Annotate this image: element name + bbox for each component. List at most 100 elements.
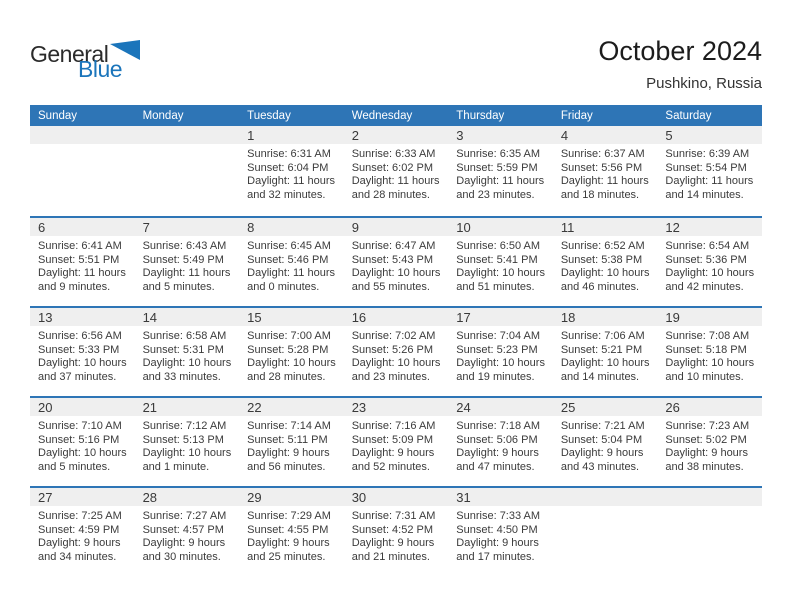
- day-daylight-line2: and 33 minutes.: [142, 370, 221, 383]
- day-cell: Sunrise: 6:31 AM Sunset: 6:04 PM Daylight:…: [239, 144, 344, 202]
- day-cell: Sunrise: 6:56 AM Sunset: 5:33 PM Daylight:…: [30, 326, 135, 384]
- day-cell: Sunrise: 7:08 AM Sunset: 5:18 PM Daylight:…: [657, 326, 762, 384]
- day-number-band: 1 2 3 4 5: [30, 126, 762, 144]
- day-daylight-line2: and 38 minutes.: [665, 460, 744, 473]
- day-cell: Sunrise: 6:41 AM Sunset: 5:51 PM Daylight:…: [30, 236, 135, 294]
- weekday-label: Sunday: [38, 109, 78, 122]
- day-cell: Sunrise: 6:33 AM Sunset: 6:02 PM Daylight:…: [344, 144, 449, 202]
- day-number-band: 6 7 8 9 10 11 12: [30, 218, 762, 236]
- day-daylight-line2: and 14 minutes.: [560, 370, 640, 383]
- day-sunset: Sunset: 5:16 PM: [38, 433, 120, 446]
- day-sunset: Sunset: 5:06 PM: [456, 433, 538, 446]
- day-number: 26: [665, 399, 680, 415]
- day-daylight-line1: Daylight: 9 hours: [351, 537, 435, 549]
- day-daylight-line2: and 30 minutes.: [142, 550, 221, 563]
- week-content: Sunrise: 7:10 AM Sunset: 5:16 PM Daylight:…: [30, 416, 762, 474]
- day-number: 3: [456, 127, 464, 143]
- general-blue-logo: General Blue: [30, 36, 141, 82]
- day-daylight-line1: Daylight: 9 hours: [456, 537, 539, 549]
- day-daylight-line1: Daylight: 11 hours: [351, 175, 440, 187]
- day-sunrise: Sunrise: 6:58 AM: [142, 330, 227, 342]
- day-number-band: 13 14 15 16 17 18 19: [30, 308, 762, 326]
- day-daylight-line2: and 17 minutes.: [456, 550, 535, 563]
- day-sunrise: Sunrise: 6:39 AM: [665, 148, 750, 160]
- day-cell: Sunrise: 7:33 AM Sunset: 4:50 PM Daylight:…: [448, 506, 553, 564]
- day-sunrise: Sunrise: 7:00 AM: [247, 330, 331, 342]
- day-daylight-line1: Daylight: 9 hours: [456, 447, 539, 459]
- day-daylight-line2: and 55 minutes.: [351, 280, 430, 293]
- day-number: 20: [38, 399, 53, 415]
- week-row: 20 21 22 23 24 25 26 Sunrise: 7:10 AM Sunset: 5:…: [30, 396, 762, 486]
- day-daylight-line1: Daylight: 9 hours: [351, 447, 435, 459]
- empty-day-cell: [135, 144, 240, 202]
- day-daylight-line2: and 14 minutes.: [665, 188, 744, 201]
- day-number: 8: [247, 219, 255, 235]
- day-cell: Sunrise: 7:04 AM Sunset: 5:23 PM Daylight:…: [448, 326, 553, 384]
- day-sunrise: Sunrise: 6:31 AM: [247, 148, 331, 160]
- day-daylight-line1: Daylight: 10 hours: [38, 357, 127, 369]
- page-subtitle: Pushkino, Russia: [646, 75, 762, 93]
- weekday-label: Thursday: [456, 109, 505, 122]
- day-sunrise: Sunrise: 6:50 AM: [456, 240, 541, 252]
- day-number: 31: [456, 489, 471, 505]
- day-cell: Sunrise: 6:43 AM Sunset: 5:49 PM Daylight:…: [135, 236, 240, 294]
- day-sunrise: Sunrise: 7:18 AM: [456, 420, 541, 432]
- weekday-label: Monday: [142, 109, 184, 122]
- week-content: Sunrise: 6:56 AM Sunset: 5:33 PM Daylight:…: [30, 326, 762, 384]
- logo-text-blue: Blue: [78, 56, 123, 82]
- day-cell: Sunrise: 6:50 AM Sunset: 5:41 PM Daylight:…: [448, 236, 553, 294]
- day-cell: Sunrise: 6:47 AM Sunset: 5:43 PM Daylight:…: [344, 236, 449, 294]
- day-number: 14: [142, 309, 158, 325]
- day-sunset: Sunset: 6:04 PM: [247, 161, 329, 174]
- week-row: 6 7 8 9 10 11 12 Sunrise: 6:41 AM Sunset: 5:51 P…: [30, 216, 762, 306]
- week-content: Sunrise: 6:31 AM Sunset: 6:04 PM Daylight:…: [30, 144, 762, 202]
- weekday-header: Sunday Monday Tuesday Wednesday Thursday Frid…: [30, 105, 762, 126]
- day-sunset: Sunset: 4:50 PM: [456, 523, 538, 536]
- day-cell: Sunrise: 7:16 AM Sunset: 5:09 PM Daylight:…: [344, 416, 449, 474]
- day-number: 10: [456, 219, 471, 235]
- day-sunrise: Sunrise: 6:54 AM: [665, 240, 750, 252]
- day-daylight-line2: and 23 minutes.: [351, 370, 430, 383]
- day-daylight-line1: Daylight: 9 hours: [247, 537, 330, 549]
- day-sunrise: Sunrise: 7:25 AM: [38, 510, 122, 522]
- day-cell: Sunrise: 7:23 AM Sunset: 5:02 PM Daylight:…: [657, 416, 762, 474]
- calendar-table: Sunday Monday Tuesday Wednesday Thursday Frid…: [30, 105, 762, 576]
- logo-top-line: General: [30, 40, 141, 66]
- week-content: Sunrise: 7:25 AM Sunset: 4:59 PM Daylight:…: [30, 506, 762, 564]
- day-sunrise: Sunrise: 6:33 AM: [351, 148, 436, 160]
- day-sunset: Sunset: 5:33 PM: [38, 343, 120, 356]
- day-sunrise: Sunrise: 6:41 AM: [38, 240, 122, 252]
- titles: October 2024 Pushkino, Russia: [598, 36, 762, 92]
- day-sunset: Sunset: 5:31 PM: [142, 343, 224, 356]
- day-cell: Sunrise: 6:52 AM Sunset: 5:38 PM Daylight:…: [553, 236, 658, 294]
- weekday-label: Tuesday: [247, 109, 291, 122]
- day-sunset: Sunset: 5:36 PM: [665, 253, 747, 266]
- day-sunset: Sunset: 5:49 PM: [142, 253, 224, 266]
- day-sunset: Sunset: 5:09 PM: [351, 433, 434, 446]
- day-daylight-line2: and 47 minutes.: [456, 460, 535, 473]
- day-number: 12: [665, 219, 680, 235]
- week-content: Sunrise: 6:41 AM Sunset: 5:51 PM Daylight:…: [30, 236, 762, 294]
- day-daylight-line1: Daylight: 10 hours: [142, 357, 232, 369]
- day-sunset: Sunset: 5:04 PM: [560, 433, 643, 446]
- day-daylight-line1: Daylight: 10 hours: [560, 267, 650, 279]
- day-daylight-line1: Daylight: 10 hours: [247, 357, 336, 369]
- day-cell: Sunrise: 6:54 AM Sunset: 5:36 PM Daylight:…: [657, 236, 762, 294]
- day-sunset: Sunset: 5:23 PM: [456, 343, 538, 356]
- day-cell: Sunrise: 7:25 AM Sunset: 4:59 PM Daylight:…: [30, 506, 135, 564]
- day-daylight-line1: Daylight: 9 hours: [38, 537, 121, 549]
- day-daylight-line2: and 0 minutes.: [247, 280, 320, 293]
- day-number: 15: [247, 309, 262, 325]
- day-daylight-line1: Daylight: 10 hours: [351, 357, 441, 369]
- day-daylight-line1: Daylight: 11 hours: [38, 267, 126, 279]
- day-daylight-line2: and 28 minutes.: [351, 188, 430, 201]
- day-number: 7: [142, 219, 150, 235]
- page-title: October 2024: [598, 36, 762, 66]
- day-number: 9: [351, 219, 359, 235]
- day-cell: Sunrise: 7:14 AM Sunset: 5:11 PM Daylight:…: [239, 416, 344, 474]
- day-daylight-line2: and 25 minutes.: [247, 550, 326, 563]
- day-daylight-line1: Daylight: 9 hours: [247, 447, 330, 459]
- day-cell: Sunrise: 6:39 AM Sunset: 5:54 PM Daylight:…: [657, 144, 762, 202]
- day-daylight-line1: Daylight: 10 hours: [38, 447, 127, 459]
- day-number: 29: [247, 489, 262, 505]
